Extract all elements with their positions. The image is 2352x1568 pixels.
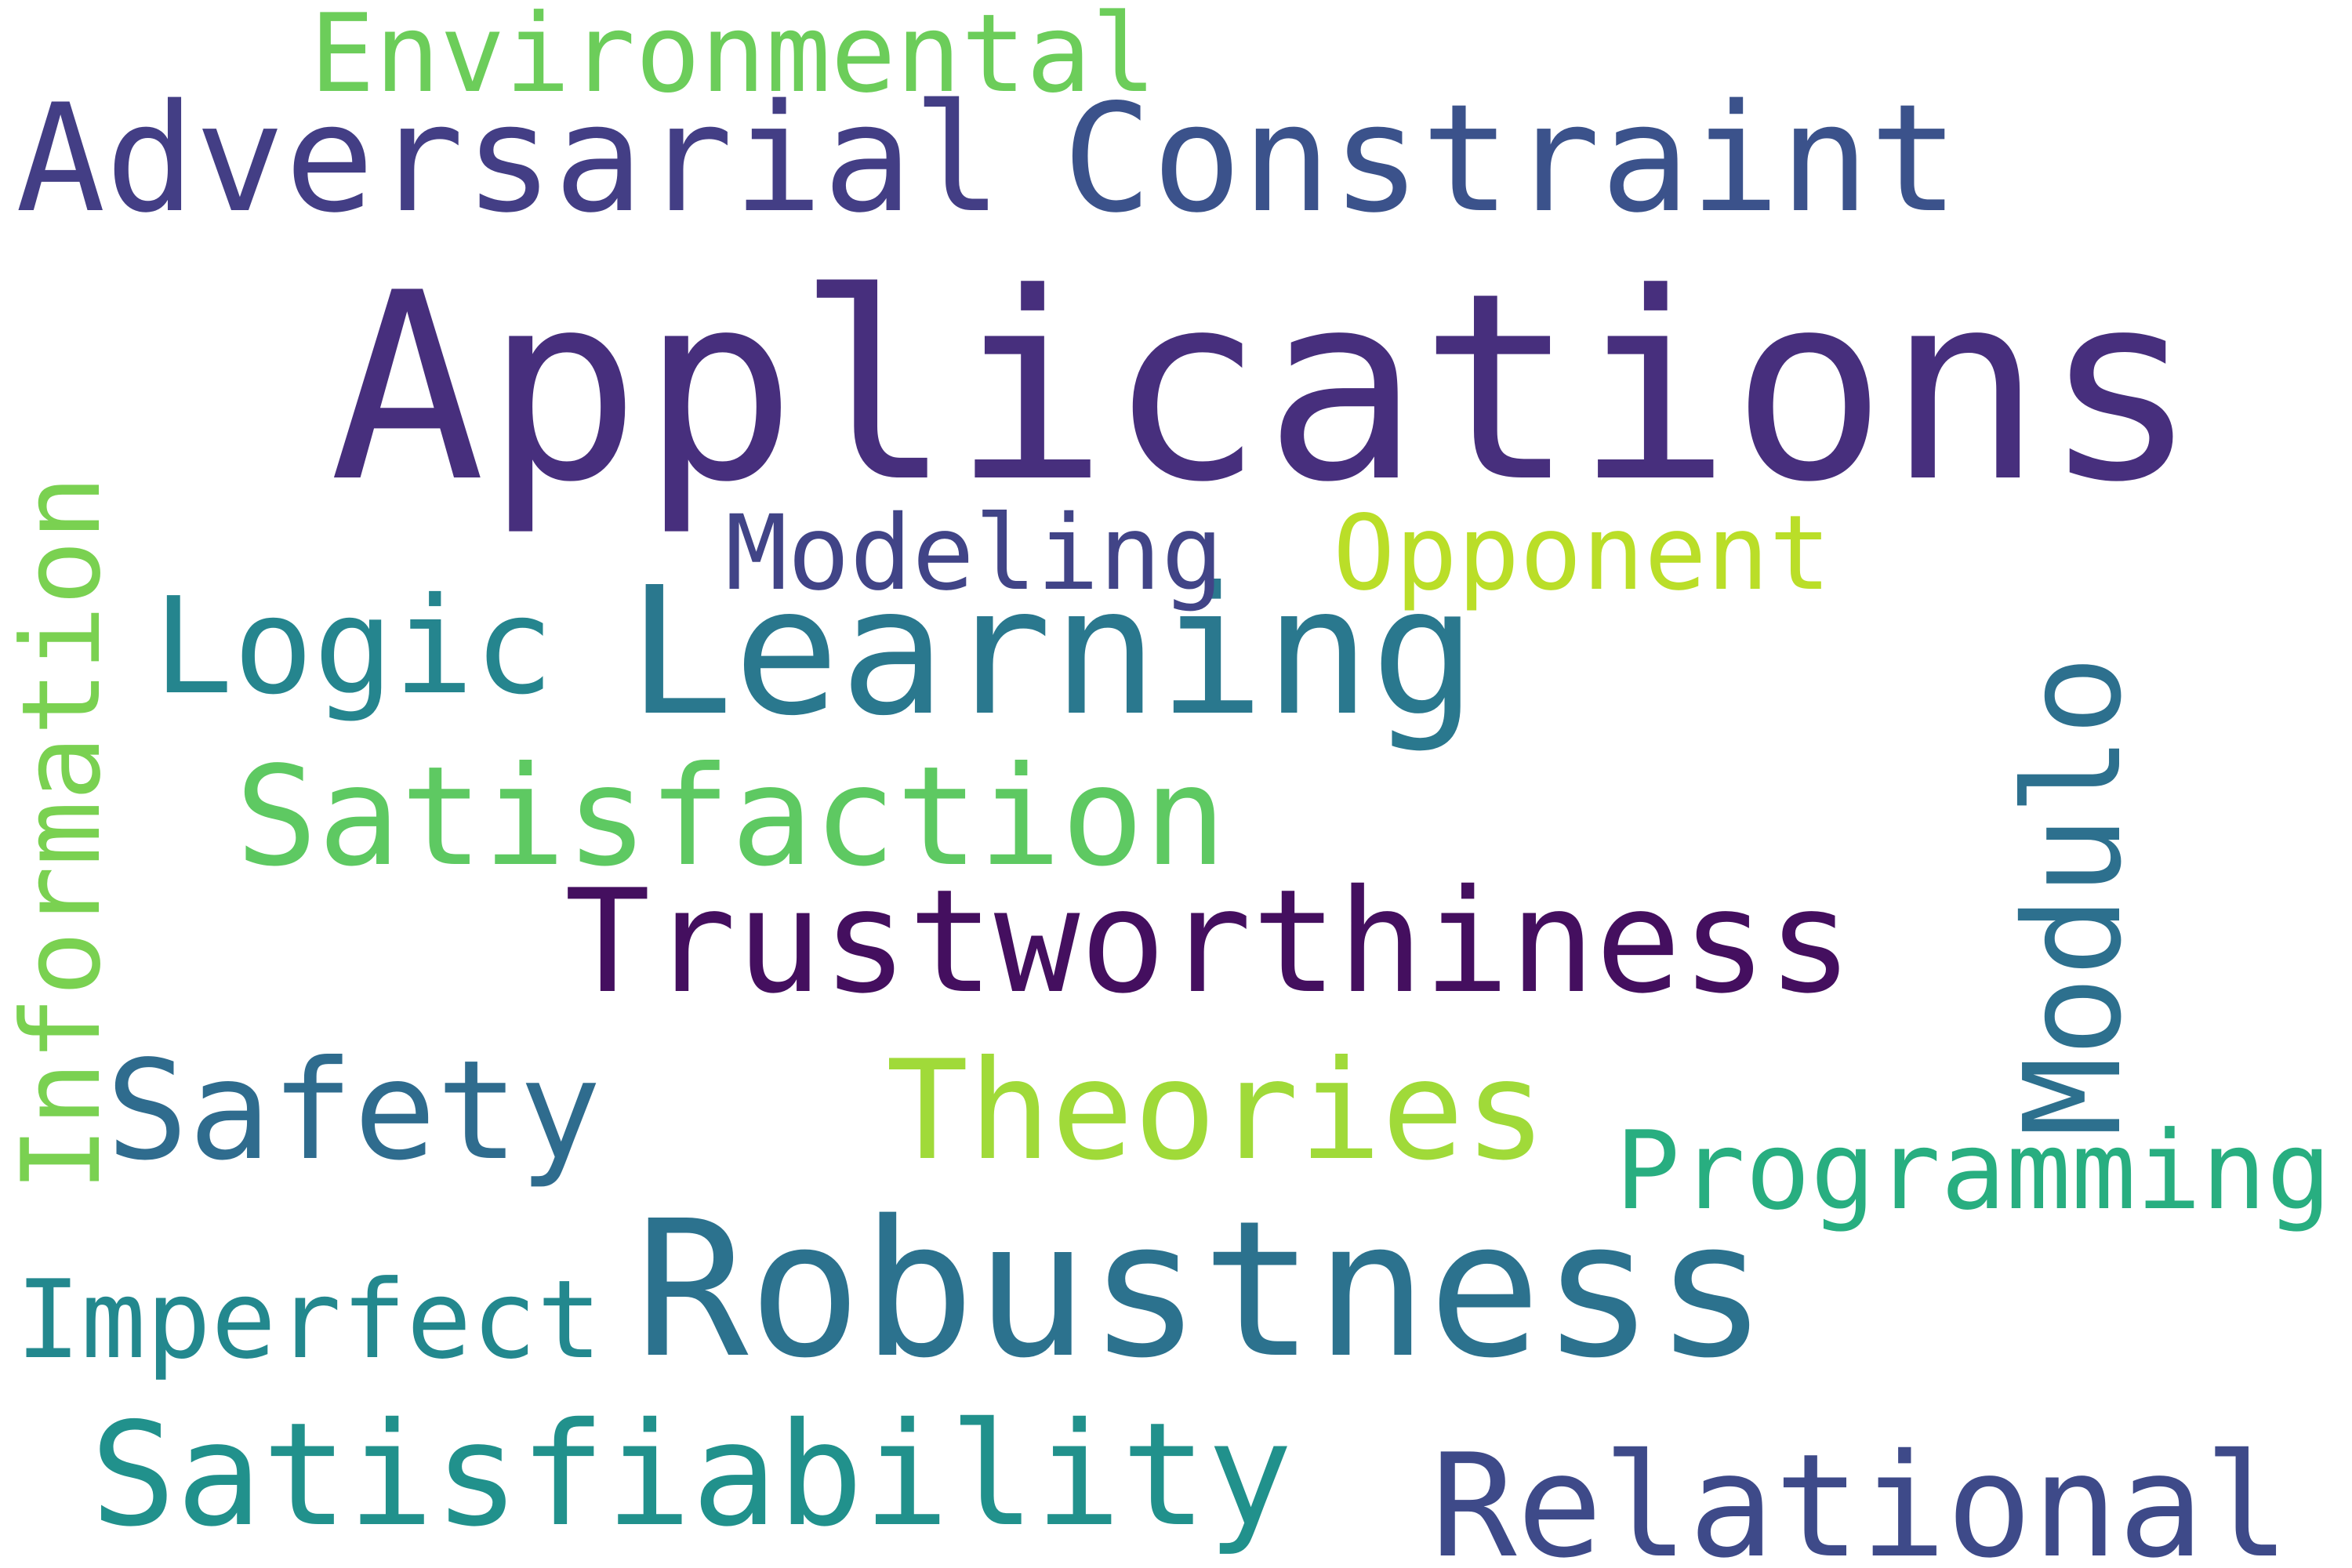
word-relational: Relational	[1431, 1423, 2290, 1568]
word-trustworthiness: Trustworthiness	[564, 858, 1853, 1025]
word-safety: Safety	[106, 1032, 602, 1191]
word-learning: Learning	[627, 550, 1477, 755]
word-information: Information	[0, 475, 125, 1192]
word-applications: Applications	[329, 238, 2199, 539]
word-modeling: Modeling	[725, 493, 1224, 614]
word-robustness: Robustness	[635, 1180, 1768, 1399]
word-environmental: Environmental	[310, 0, 1157, 117]
word-imperfect: Imperfect	[16, 1257, 602, 1383]
word-satisfiability: Satisfiability	[90, 1392, 1294, 1558]
word-satisfaction: Satisfaction	[235, 738, 1227, 897]
word-opponent: Opponent	[1333, 493, 1831, 614]
word-modulo: Modulo	[1996, 655, 2151, 1137]
word-programming: Programming	[1615, 1108, 2332, 1234]
word-constraint: Constraint	[1062, 72, 1959, 245]
word-logic: Logic	[153, 569, 554, 724]
word-theories: Theories	[886, 1032, 1547, 1191]
word-adversarial: Adversarial	[16, 72, 1003, 245]
